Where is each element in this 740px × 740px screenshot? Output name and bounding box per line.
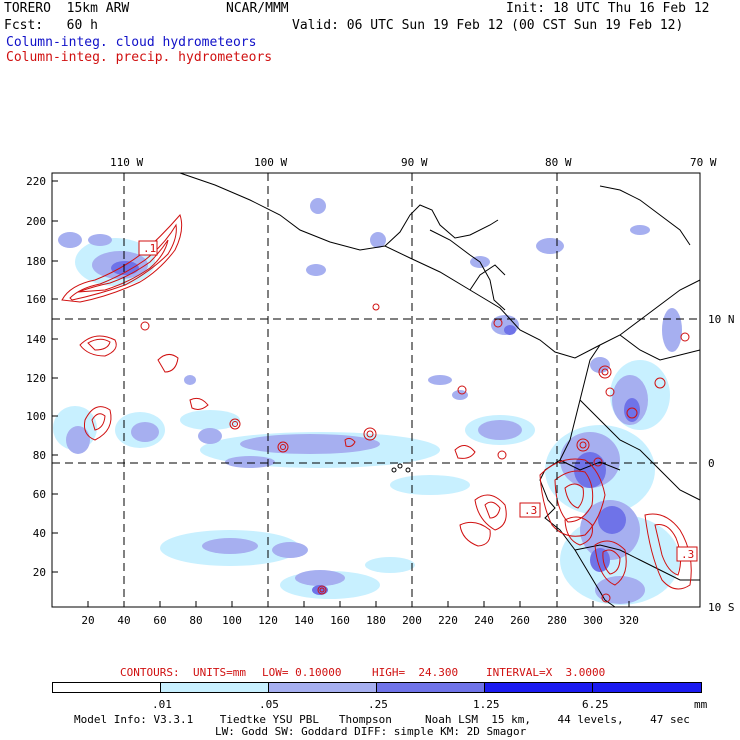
y-tick: 60	[33, 488, 46, 501]
colorbar-swatch	[52, 682, 161, 693]
x-tick: 180	[366, 614, 386, 627]
y-tick: 140	[26, 333, 46, 346]
init-time: Init: 18 UTC Thu 16 Feb 12	[506, 1, 710, 16]
x-tick: 300	[583, 614, 603, 627]
contours-low: LOW= 0.10000	[262, 666, 342, 679]
y-tick: 120	[26, 372, 46, 385]
longitude-labels: 110 W 100 W 90 W 80 W 70 W	[110, 156, 717, 169]
contours-units: UNITS=mm	[193, 666, 246, 679]
contours-high: HIGH= 24.300	[372, 666, 459, 679]
model-name: TORERO 15km ARW	[4, 1, 130, 16]
x-tick: 80	[189, 614, 202, 627]
colorbar-unit: mm	[694, 698, 708, 711]
contours-prefix: CONTOURS:	[120, 666, 180, 679]
lat-label: 10 S	[708, 601, 735, 614]
lat-label: 0	[708, 457, 715, 470]
x-tick: 100	[222, 614, 242, 627]
latitude-labels: 10 N 0 10 S	[708, 313, 735, 614]
x-tick: 20	[81, 614, 94, 627]
contour-label: .1	[143, 242, 156, 255]
colorbar-swatch	[592, 682, 702, 693]
colorbar-label: .05	[259, 698, 279, 711]
forecast-hour: Fcst: 60 h	[4, 18, 98, 33]
colorbar-label: 1.25	[473, 698, 500, 711]
colorbar-label: .01	[152, 698, 172, 711]
colorbar-swatch	[484, 682, 593, 693]
lon-label: 90 W	[401, 156, 428, 169]
y-tick: 100	[26, 410, 46, 423]
valid-time: Valid: 06 UTC Sun 19 Feb 12 (00 CST Sun …	[292, 18, 684, 33]
y-tick-labels: 220 200 180 160 140 120 100 80 60 40 20	[26, 175, 46, 579]
colorbar-swatch	[376, 682, 485, 693]
colorbar-swatch	[160, 682, 269, 693]
model-info-line1: Model Info: V3.3.1 Tiedtke YSU PBL Thomp…	[74, 713, 690, 726]
x-tick: 200	[402, 614, 422, 627]
model-info-line2: LW: Godd SW: Goddard DIFF: simple KM: 2D…	[215, 725, 527, 738]
cloud-shading	[53, 198, 682, 605]
x-tick: 160	[330, 614, 350, 627]
contours-interval: INTERVAL=X 3.0000	[486, 666, 606, 679]
colorbar-label: .25	[368, 698, 388, 711]
x-tick: 240	[474, 614, 494, 627]
field-precip-label: Column-integ. precip. hydrometeors	[6, 50, 273, 65]
organization: NCAR/MMM	[226, 1, 289, 16]
y-tick: 180	[26, 255, 46, 268]
axis-ticks	[52, 180, 630, 607]
x-tick: 140	[294, 614, 314, 627]
precip-contours	[61, 214, 692, 603]
contour-label: .3	[524, 504, 537, 517]
lon-label: 100 W	[254, 156, 287, 169]
x-tick-labels: 20 40 60 80 100 120 140 160 180 200 220 …	[81, 614, 639, 627]
x-tick: 40	[117, 614, 130, 627]
y-tick: 80	[33, 449, 46, 462]
x-tick: 220	[438, 614, 458, 627]
lon-label: 70 W	[690, 156, 717, 169]
x-tick: 120	[258, 614, 278, 627]
lat-lon-grid	[52, 173, 700, 607]
y-tick: 200	[26, 215, 46, 228]
lon-label: 110 W	[110, 156, 143, 169]
contour-labels: .1 .3 .3	[138, 240, 698, 562]
y-tick: 220	[26, 175, 46, 188]
lon-label: 80 W	[545, 156, 572, 169]
x-tick: 320	[619, 614, 639, 627]
colorbar-label: 6.25	[582, 698, 609, 711]
y-tick: 160	[26, 293, 46, 306]
y-tick: 20	[33, 566, 46, 579]
coastlines	[179, 172, 701, 608]
colorbar-swatch	[268, 682, 377, 693]
x-tick: 260	[510, 614, 530, 627]
lat-label: 10 N	[708, 313, 735, 326]
x-tick: 60	[153, 614, 166, 627]
y-tick: 40	[33, 527, 46, 540]
field-cloud-label: Column-integ. cloud hydrometeors	[6, 35, 257, 50]
x-tick: 280	[547, 614, 567, 627]
contour-label: .3	[681, 548, 694, 561]
